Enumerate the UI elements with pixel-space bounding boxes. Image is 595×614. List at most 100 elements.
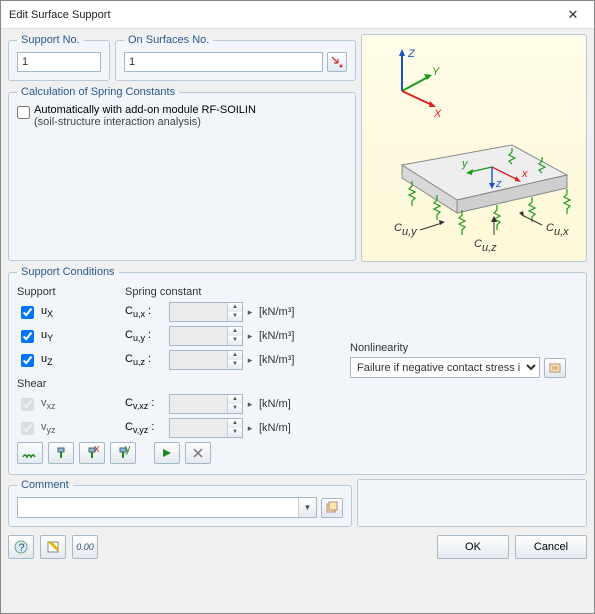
cancel-button[interactable]: Cancel: [515, 535, 587, 559]
support-checkbox[interactable]: uX: [17, 303, 125, 322]
arrow-icon: ▸: [243, 399, 257, 410]
window-title: Edit Surface Support: [9, 9, 558, 21]
svg-text:x: x: [521, 168, 528, 180]
shear-label: vyz: [41, 421, 56, 435]
shear-checkbox-input: [21, 422, 34, 435]
free-icon: [192, 447, 204, 459]
svg-text:C: C: [474, 238, 482, 250]
ok-button[interactable]: OK: [437, 535, 509, 559]
shear-unit: [kN/m]: [259, 422, 307, 434]
shear-checkbox: vxz: [17, 395, 125, 414]
support-spring-input[interactable]: ▲▼: [169, 326, 243, 346]
arrow-icon: ▸: [243, 355, 257, 366]
svg-text:u,y: u,y: [402, 226, 418, 238]
shear-coef-label: Cv,yz :: [125, 421, 169, 435]
svg-text:u,x: u,x: [554, 226, 569, 238]
svg-text:C: C: [546, 222, 554, 234]
preset-4-button[interactable]: y: [110, 442, 136, 464]
shear-spring-input[interactable]: ▲▼: [169, 394, 243, 414]
support-checkbox[interactable]: uY: [17, 327, 125, 346]
arrow-icon: ▸: [243, 307, 257, 318]
preset-3-button[interactable]: x: [79, 442, 105, 464]
support-label: uX: [41, 305, 53, 319]
help-button[interactable]: ?: [8, 535, 34, 559]
support-label: uZ: [41, 353, 53, 367]
preset-1-button[interactable]: [17, 442, 43, 464]
units-button[interactable]: 0.00: [72, 535, 98, 559]
spin-down-icon[interactable]: ▼: [228, 404, 242, 413]
units-icon: 0.00: [76, 542, 94, 552]
auto-soilin-checkbox[interactable]: Automatically with add-on module RF-SOIL…: [17, 104, 347, 128]
calc-legend: Calculation of Spring Constants: [17, 86, 179, 98]
spin-down-icon[interactable]: ▼: [228, 336, 242, 345]
spin-down-icon[interactable]: ▼: [228, 312, 242, 321]
nonlinearity-details-button[interactable]: [544, 358, 566, 378]
support-checkbox-input[interactable]: [21, 306, 34, 319]
support-checkbox-input[interactable]: [21, 330, 34, 343]
svg-text:x: x: [94, 446, 99, 455]
support-unit: [kN/m³]: [259, 306, 307, 318]
notes-icon: [46, 540, 60, 554]
diagram: Z Y X: [361, 34, 587, 262]
svg-text:C: C: [394, 222, 402, 234]
support-checkbox-input[interactable]: [21, 354, 34, 367]
support-checkbox[interactable]: uZ: [17, 351, 125, 370]
support-no-input[interactable]: [17, 52, 101, 72]
help-icon: ?: [14, 540, 28, 554]
lock-button[interactable]: [154, 442, 180, 464]
nonlinearity-select[interactable]: Failure if negative contact stress in z: [350, 357, 540, 378]
svg-text:Z: Z: [407, 48, 416, 60]
on-surfaces-label: On Surfaces No.: [124, 34, 213, 46]
preset-2-button[interactable]: [48, 442, 74, 464]
support-spring-input[interactable]: ▲▼: [169, 350, 243, 370]
auto-soilin-label: Automatically with add-on module RF-SOIL…: [34, 104, 256, 116]
free-button[interactable]: [185, 442, 211, 464]
svg-text:?: ?: [19, 542, 25, 554]
auto-soilin-input[interactable]: [17, 106, 30, 119]
spin-up-icon[interactable]: ▲: [228, 395, 242, 404]
details-icon: [548, 361, 562, 375]
support-conditions-group: Support Conditions Support Spring consta…: [8, 266, 587, 475]
nonlinearity-label: Nonlinearity: [350, 342, 578, 354]
svg-text:u,z: u,z: [482, 242, 497, 254]
support-label: uY: [41, 329, 53, 343]
on-surfaces-input[interactable]: [124, 52, 323, 72]
close-icon[interactable]: ✕: [558, 7, 588, 23]
spin-down-icon[interactable]: ▼: [228, 360, 242, 369]
spring-header: Spring constant: [125, 286, 578, 298]
support-coef-label: Cu,x :: [125, 305, 169, 319]
svg-text:Y: Y: [432, 66, 440, 78]
arrow-icon: ▸: [243, 331, 257, 342]
support-unit: [kN/m³]: [259, 330, 307, 342]
pick-icon: [330, 55, 344, 69]
spin-up-icon[interactable]: ▲: [228, 303, 242, 312]
shear-checkbox-input: [21, 398, 34, 411]
shear-spring-input[interactable]: ▲▼: [169, 418, 243, 438]
support-spring-input[interactable]: ▲▼: [169, 302, 243, 322]
support-x-icon: x: [85, 446, 99, 460]
spin-up-icon[interactable]: ▲: [228, 327, 242, 336]
preset-icon: [22, 447, 38, 459]
spin-up-icon[interactable]: ▲: [228, 351, 242, 360]
shear-checkbox: vyz: [17, 419, 125, 438]
spin-up-icon[interactable]: ▲: [228, 419, 242, 428]
shear-header: Shear: [17, 378, 578, 390]
comment-library-button[interactable]: [321, 498, 343, 518]
svg-text:y: y: [125, 446, 130, 455]
auto-soilin-sub: (soil-structure interaction analysis): [34, 116, 201, 128]
svg-text:z: z: [495, 178, 502, 190]
support-y-icon: y: [116, 446, 130, 460]
notes-button[interactable]: [40, 535, 66, 559]
support-no-label: Support No.: [17, 34, 84, 46]
library-icon: [325, 501, 339, 515]
arrow-icon: ▸: [243, 423, 257, 434]
conditions-legend: Support Conditions: [17, 266, 119, 278]
chevron-down-icon[interactable]: ▼: [298, 498, 316, 517]
comment-legend: Comment: [17, 479, 73, 491]
pick-surface-button[interactable]: [327, 52, 347, 72]
shear-unit: [kN/m]: [259, 398, 307, 410]
support-z-icon: [54, 446, 68, 460]
comment-combo[interactable]: ▼: [17, 497, 317, 518]
spin-down-icon[interactable]: ▼: [228, 428, 242, 437]
shear-coef-label: Cv,xz :: [125, 397, 169, 411]
